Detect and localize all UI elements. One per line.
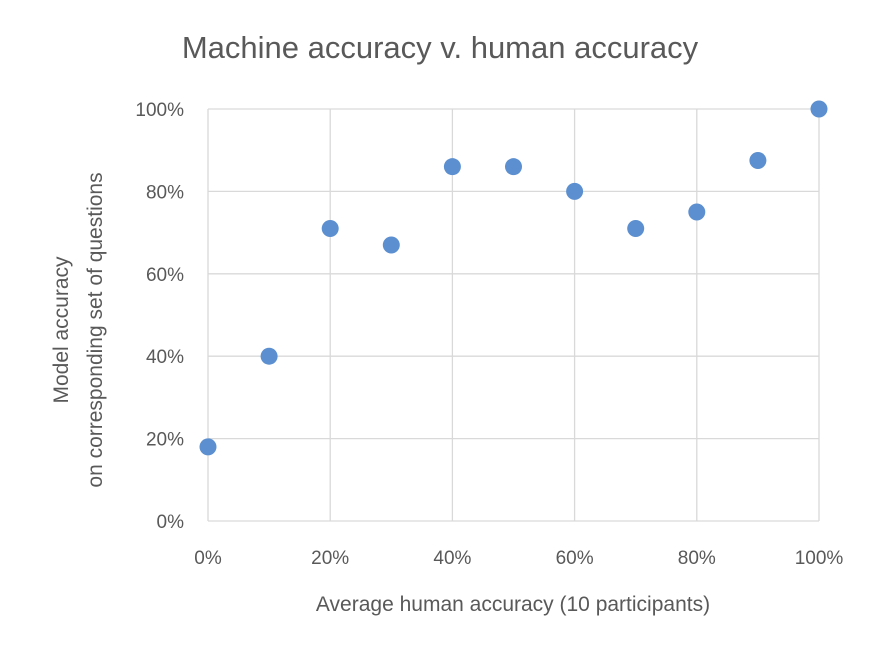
y-tick-label: 60%: [146, 265, 184, 286]
data-point: [627, 219, 645, 237]
data-point: [566, 182, 584, 200]
y-tick-label: 40%: [146, 347, 184, 368]
data-point: [199, 438, 217, 456]
y-tick-label: 80%: [146, 182, 184, 203]
x-axis-title: Average human accuracy (10 participants): [316, 593, 710, 616]
x-tick-label: 20%: [311, 548, 349, 569]
y-axis-title-line-1: Model accuracy: [50, 256, 73, 404]
x-tick-label: 80%: [678, 548, 716, 569]
x-tick-label: 0%: [194, 548, 222, 569]
chart-title: Machine accuracy v. human accuracy: [182, 30, 699, 65]
data-point: [443, 158, 461, 176]
x-tick-label: 40%: [433, 548, 471, 569]
data-point: [749, 152, 767, 169]
data-point: [688, 203, 706, 221]
data-point: [505, 158, 522, 176]
data-points: [199, 100, 828, 456]
y-tick-label: 20%: [146, 430, 184, 451]
data-point: [260, 347, 278, 365]
data-point: [810, 100, 828, 118]
y-tick-label: 100%: [135, 100, 184, 121]
data-point: [321, 219, 339, 237]
grid-lines: [207, 108, 820, 522]
y-axis-title: Model accuracy on corresponding set of q…: [50, 172, 107, 487]
x-axis-ticks: 0% 20% 40% 60% 80% 100%: [194, 548, 843, 569]
y-axis-ticks: 0% 20% 40% 60% 80% 100%: [135, 100, 184, 533]
y-tick-label: 0%: [157, 512, 185, 533]
x-tick-label: 60%: [556, 548, 594, 569]
data-point: [382, 236, 400, 254]
x-tick-label: 100%: [795, 548, 844, 569]
y-axis-title-line-2: on corresponding set of questions: [84, 172, 107, 487]
